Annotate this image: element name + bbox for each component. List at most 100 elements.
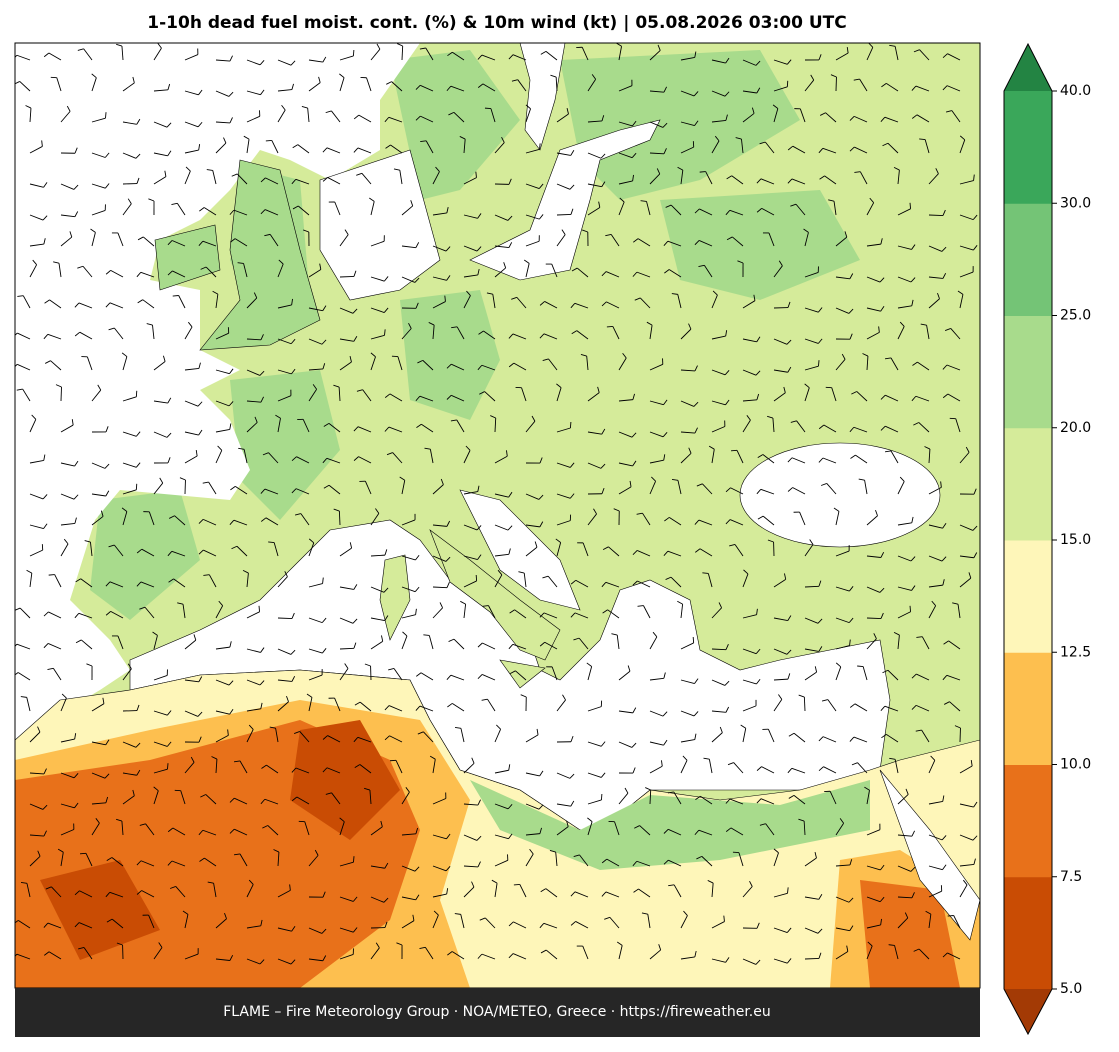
wind-barb: [680, 400, 695, 407]
wind-barb: [880, 116, 886, 123]
wind-barb: [942, 85, 948, 91]
wind-barb: [519, 884, 527, 898]
wind-barb: [148, 198, 155, 202]
wind-barb: [804, 896, 819, 900]
wind-barb: [664, 517, 670, 522]
wind-barb: [866, 332, 880, 340]
wind-barb: [370, 554, 386, 557]
wind-barb: [822, 147, 837, 154]
wind-barb: [890, 450, 899, 464]
wind-barb: [759, 823, 766, 826]
wind-barb: [587, 392, 600, 402]
wind-barb: [799, 511, 806, 526]
wind-barb: [122, 741, 137, 748]
wind-barb: [646, 321, 653, 326]
wind-barb: [277, 852, 280, 867]
wind-barb: [699, 208, 713, 216]
wind-barb: [291, 83, 294, 90]
wind-barb: [483, 330, 496, 340]
wind-barb: [414, 277, 420, 283]
wind-barb: [292, 144, 299, 149]
wind-barb: [959, 245, 974, 251]
wind-barb: [760, 798, 775, 805]
wind-barb: [638, 888, 651, 898]
wind-barb: [26, 569, 33, 574]
wind-barb: [484, 917, 496, 929]
wind-barb: [947, 915, 954, 917]
wind-barb: [44, 299, 50, 304]
wind-barb: [463, 580, 477, 588]
wind-barb: [517, 79, 527, 92]
wind-barb: [370, 640, 383, 650]
wind-barb: [29, 772, 44, 775]
wind-barb: [304, 821, 310, 836]
wind-barb: [215, 400, 230, 407]
wind-barb: [260, 488, 266, 494]
wind-barb: [759, 141, 766, 145]
wind-barb: [657, 44, 661, 51]
wind-barb: [494, 728, 502, 743]
wind-barb: [792, 145, 806, 154]
wind-barb: [291, 298, 293, 305]
wind-barb: [174, 515, 186, 526]
wind-barb: [680, 452, 692, 464]
black-sea: [739, 442, 941, 548]
wind-barb: [649, 431, 664, 438]
wind-barb: [928, 173, 939, 185]
wind-barb: [725, 519, 731, 525]
wind-barb: [733, 762, 744, 774]
wind-barb: [105, 892, 111, 898]
wind-barb: [352, 896, 358, 902]
wind-barb: [773, 86, 788, 92]
wind-barb: [29, 183, 44, 188]
wind-barb: [880, 864, 885, 871]
wind-barb: [928, 276, 943, 279]
wind-barb: [176, 203, 186, 216]
wind-barb: [737, 260, 744, 264]
wind-barb: [415, 827, 419, 834]
wind-barb: [566, 820, 569, 827]
wind-barb: [605, 233, 612, 237]
colorbar-tick-label: 7.5: [1060, 869, 1082, 885]
wind-barb: [730, 827, 744, 836]
wind-barb: [260, 517, 267, 522]
wind-barb: [884, 357, 892, 360]
wind-barb: [105, 581, 111, 587]
wind-barb: [647, 914, 651, 929]
wind-barb: [136, 860, 142, 866]
wind-barb: [886, 82, 899, 92]
wind-barb: [77, 265, 84, 269]
wind-barb: [864, 480, 868, 495]
wind-barb: [66, 105, 71, 112]
wind-barb: [74, 922, 80, 928]
wind-barb: [253, 292, 258, 299]
wind-barb: [49, 299, 62, 309]
wind-barb: [259, 370, 265, 376]
wind-barb: [965, 446, 970, 453]
wind-barb: [853, 78, 860, 81]
wind-barb: [755, 60, 761, 66]
wind-barb: [260, 396, 265, 403]
wind-barb: [756, 336, 761, 343]
wind-barb: [587, 666, 593, 681]
wind-barb: [649, 710, 664, 717]
wind-barb: [494, 245, 509, 249]
wind-barb: [508, 242, 513, 248]
wind-barb: [942, 209, 946, 216]
wind-barb: [742, 113, 755, 123]
wind-barb: [897, 208, 911, 216]
wind-barb: [525, 833, 540, 836]
wind-barb: [259, 680, 265, 686]
wind-barb: [556, 383, 562, 388]
wind-barb: [447, 703, 453, 708]
wind-barb: [308, 648, 323, 654]
wind-barb: [277, 701, 289, 712]
wind-barb: [921, 636, 930, 650]
wind-barb: [773, 392, 786, 402]
wind-barb: [105, 302, 111, 308]
wind-barb: [322, 147, 328, 153]
wind-barb: [703, 265, 713, 278]
wind-barb: [494, 142, 505, 154]
wind-barb: [695, 548, 701, 553]
extreme-dry-zone: [40, 720, 400, 960]
